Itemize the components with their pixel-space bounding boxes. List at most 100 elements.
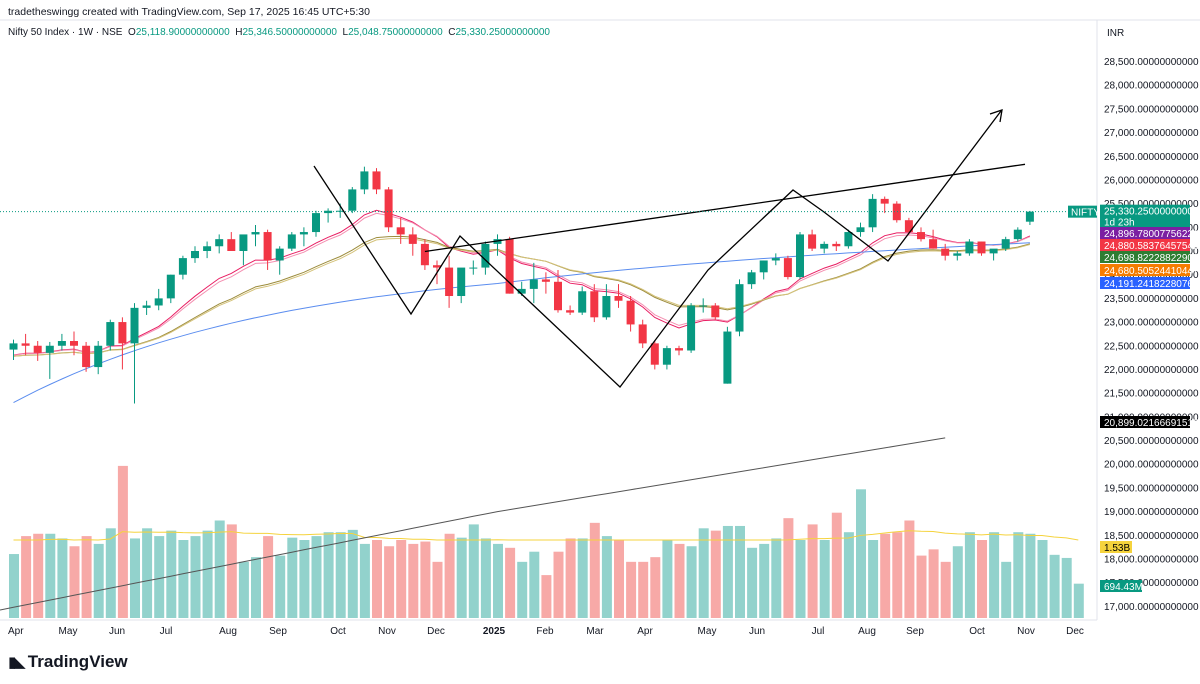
close-value: 25,330.25000000000	[455, 27, 550, 38]
symbol-name[interactable]: Nifty 50 Index · 1W · NSE	[8, 27, 123, 38]
volume-bar	[868, 540, 879, 618]
volume-bars	[9, 465, 1084, 618]
symbol-ohlc-legend[interactable]: Nifty 50 Index · 1W · NSE O25,118.900000…	[8, 27, 550, 38]
volume-bar	[892, 532, 903, 618]
volume-bar	[178, 540, 189, 618]
x-tick-label: May	[59, 626, 78, 637]
volume-bar	[1013, 532, 1024, 618]
y-tick-label: 19,000.00000000000	[1104, 507, 1199, 518]
symbol-tag-bg	[1068, 205, 1097, 218]
candle-body	[735, 284, 744, 332]
candle-body	[675, 348, 683, 351]
volume-ma-line	[13, 530, 1079, 541]
indicator-tag-bg	[1100, 416, 1190, 428]
volume-bar	[795, 540, 806, 618]
volume-ma-tag-bg	[1100, 541, 1132, 553]
ma-50-line	[13, 242, 1030, 404]
ema-20b-line	[13, 237, 1031, 357]
brand-name: TradingView	[27, 652, 128, 671]
candle-body	[711, 305, 720, 318]
candle-body	[106, 322, 115, 346]
volume-bar	[553, 551, 564, 618]
volume-bar	[480, 538, 491, 618]
x-tick-label: Aug	[858, 626, 876, 637]
candle-body	[9, 343, 18, 350]
indicator-tag-bg	[1100, 264, 1190, 276]
candle-body	[118, 322, 127, 344]
candle-body	[420, 243, 429, 266]
candle-body	[1025, 211, 1034, 222]
ema-20-line	[13, 235, 1031, 357]
volume-bar	[759, 543, 770, 618]
pattern-annotations[interactable]	[0, 109, 1097, 388]
volume-bar	[335, 532, 346, 618]
volume-bar	[977, 540, 987, 618]
candle-body	[287, 234, 296, 249]
volume-bar	[662, 540, 673, 618]
volume-bar	[1061, 557, 1072, 618]
volume-bar	[589, 522, 600, 618]
chart-credit: tradetheswingg created with TradingView.…	[8, 6, 370, 18]
high-value: 25,346.50000000000	[242, 27, 337, 38]
x-tick-label: Dec	[427, 626, 445, 637]
candle-body	[602, 296, 611, 318]
currency-label: INR	[1107, 28, 1124, 39]
last-price-value: 25,330.25000000000	[1104, 207, 1199, 218]
candle-body	[541, 279, 550, 282]
volume-bar	[964, 532, 975, 618]
indicator-tag-value: 24,680.50524410447	[1104, 266, 1199, 277]
tradingview-brand[interactable]: ▮◣ TradingView	[8, 652, 128, 672]
x-tick-label: Jul	[812, 626, 825, 637]
x-tick-label: Feb	[536, 626, 554, 637]
candle-body	[917, 232, 925, 240]
x-tick-label: Nov	[1017, 626, 1035, 637]
x-tick-label: Apr	[637, 626, 653, 637]
inverse-head-and-shoulders-polyline	[313, 110, 1002, 388]
candles	[9, 166, 1034, 404]
volume-bar	[142, 528, 153, 618]
candle-body	[33, 345, 42, 353]
y-tick-label: 23,000.00000000000	[1104, 318, 1199, 329]
candle-body	[554, 281, 562, 311]
x-tick-label: Jun	[109, 626, 125, 637]
volume-bar	[359, 543, 370, 618]
indicator-tag-value: 24,698.82228822903	[1104, 253, 1199, 264]
volume-bar	[456, 537, 467, 618]
candle-body	[953, 253, 962, 256]
volume-bar	[819, 540, 830, 618]
volume-bar	[190, 536, 201, 618]
volume-bar	[722, 525, 733, 618]
candle-body	[166, 274, 175, 299]
volume-tag-value: 694.43M	[1104, 582, 1143, 593]
volume-bar	[517, 561, 528, 618]
x-tick-label: Sep	[269, 626, 287, 637]
y-tick-label: 26,000.00000000000	[1104, 175, 1199, 186]
candle-body	[904, 220, 913, 233]
volume-bar	[493, 543, 503, 618]
candle-body	[626, 300, 635, 325]
volume-bar	[541, 575, 552, 618]
indicator-tag-value: 24,191.24182280767	[1104, 279, 1199, 290]
x-tick-label: Nov	[378, 626, 396, 637]
candle-body	[566, 310, 575, 313]
x-tick-label: Aug	[219, 626, 237, 637]
volume-bar	[45, 533, 56, 618]
breakout-arrowhead	[989, 109, 1003, 123]
volume-bar	[444, 533, 455, 618]
candle-body	[832, 243, 841, 247]
volume-bar	[1073, 583, 1084, 618]
candle-body	[662, 348, 671, 365]
volume-bar	[989, 532, 1000, 618]
candle-body	[336, 210, 345, 212]
candle-body	[771, 258, 780, 261]
volume-bar	[916, 555, 927, 618]
candle-body	[808, 234, 817, 249]
indicator-tag-value: 20,899.02166691512	[1104, 418, 1199, 429]
y-tick-label: 23,500.00000000000	[1104, 294, 1199, 305]
symbol-tag-label: NIFTY	[1071, 208, 1100, 219]
volume-bar	[1001, 561, 1012, 618]
y-tick-label: 26,500.00000000000	[1104, 152, 1199, 163]
volume-bar	[686, 546, 697, 618]
